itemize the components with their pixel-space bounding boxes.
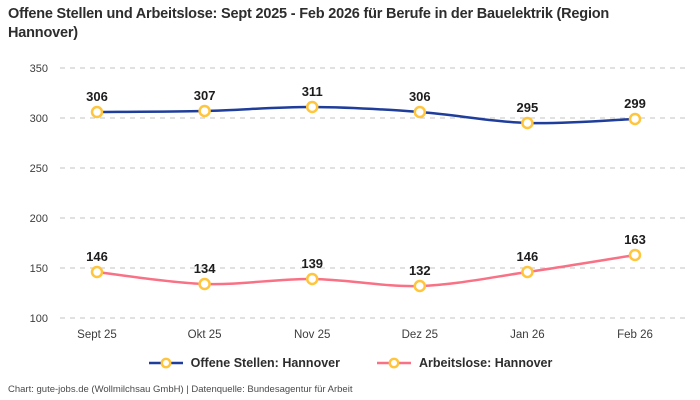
page-title: Offene Stellen und Arbeitslose: Sept 202… (8, 6, 610, 41)
x-tick-label: Okt 25 (188, 329, 222, 341)
y-tick-label: 350 (30, 63, 48, 75)
chart-attribution: Chart: gute-jobs.de (Wollmilchsau GmbH) … (8, 384, 353, 395)
data-point-label: 146 (517, 249, 539, 264)
legend-swatch-line-icon (376, 357, 411, 369)
data-point-marker (413, 105, 427, 119)
y-tick-label: 300 (30, 113, 48, 125)
x-tick-label: Nov 25 (294, 329, 330, 341)
y-tick-label: 250 (30, 163, 48, 175)
series-line (95, 105, 637, 125)
data-point-marker (628, 248, 642, 262)
data-point-marker (305, 100, 319, 114)
series-line (95, 253, 637, 288)
data-point-label: 146 (86, 249, 108, 264)
legend-swatch-line-icon (148, 357, 183, 369)
data-point-label: 163 (624, 232, 646, 247)
data-point-label: 134 (194, 261, 216, 276)
data-point-label: 295 (517, 100, 539, 115)
y-tick-label: 200 (30, 213, 48, 225)
legend-label-arbeitslose: Arbeitslose: Hannover (418, 356, 553, 370)
legend-item-offene-stellen: Offene Stellen: Hannover (148, 356, 340, 370)
legend-item-arbeitslose: Arbeitslose: Hannover (376, 356, 552, 370)
chart-legend: Offene Stellen: Hannover Arbeitslose: Ha… (0, 356, 700, 370)
data-point-label: 307 (194, 88, 216, 103)
data-point-marker (90, 105, 104, 119)
x-tick-label: Jan 26 (510, 329, 545, 341)
data-point-marker (90, 265, 104, 279)
data-point-label: 132 (409, 263, 431, 278)
y-tick-label: 100 (30, 313, 48, 325)
legend-label-offene-stellen: Offene Stellen: Hannover (190, 356, 340, 370)
data-point-marker (521, 265, 534, 279)
y-tick-label: 150 (30, 263, 48, 275)
data-point-label: 306 (409, 89, 431, 104)
data-point-marker (198, 104, 211, 118)
x-tick-label: Dez 25 (402, 329, 438, 341)
chart-canvas: 350 300 250 200 150 100 Sept 25 Okt 25 Nov 25 Dez… (30, 63, 685, 341)
data-point-label: 299 (624, 96, 646, 111)
data-point-label: 139 (301, 256, 323, 271)
x-tick-label: Sept 25 (77, 329, 117, 341)
data-point-label: 306 (86, 89, 108, 104)
data-point-marker (198, 277, 211, 291)
data-point-marker (628, 112, 642, 126)
data-point-label: 311 (302, 84, 323, 99)
data-point-marker (305, 272, 319, 286)
data-point-marker (521, 116, 534, 130)
x-tick-label: Feb 26 (617, 329, 653, 341)
data-point-marker (413, 279, 427, 293)
